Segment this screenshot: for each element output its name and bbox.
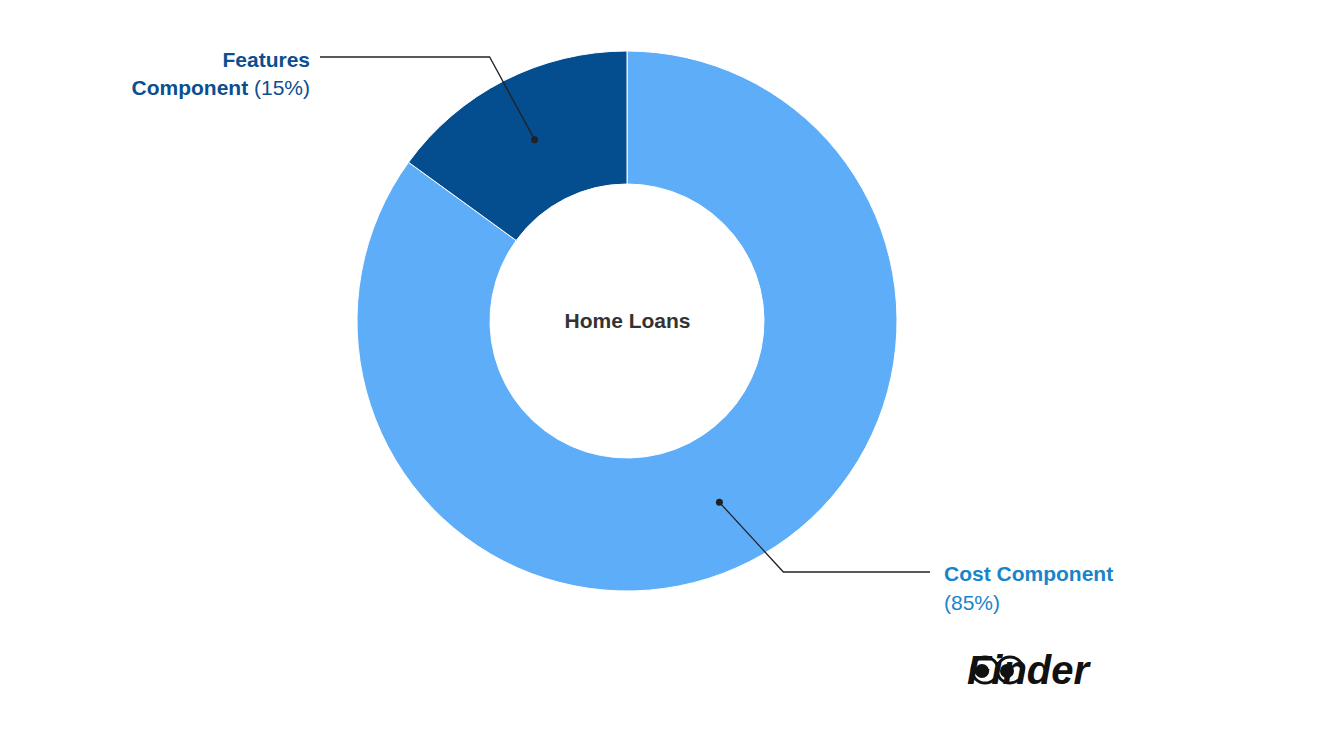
svg-text:(85%): (85%) (944, 591, 1000, 614)
svg-text:Component (15%): Component (15%) (131, 76, 310, 99)
svg-text:Features: Features (222, 48, 310, 71)
svg-text:Finder: Finder (967, 648, 1092, 692)
svg-text:Cost Component: Cost Component (944, 562, 1113, 585)
svg-text:Home Loans: Home Loans (564, 309, 690, 332)
